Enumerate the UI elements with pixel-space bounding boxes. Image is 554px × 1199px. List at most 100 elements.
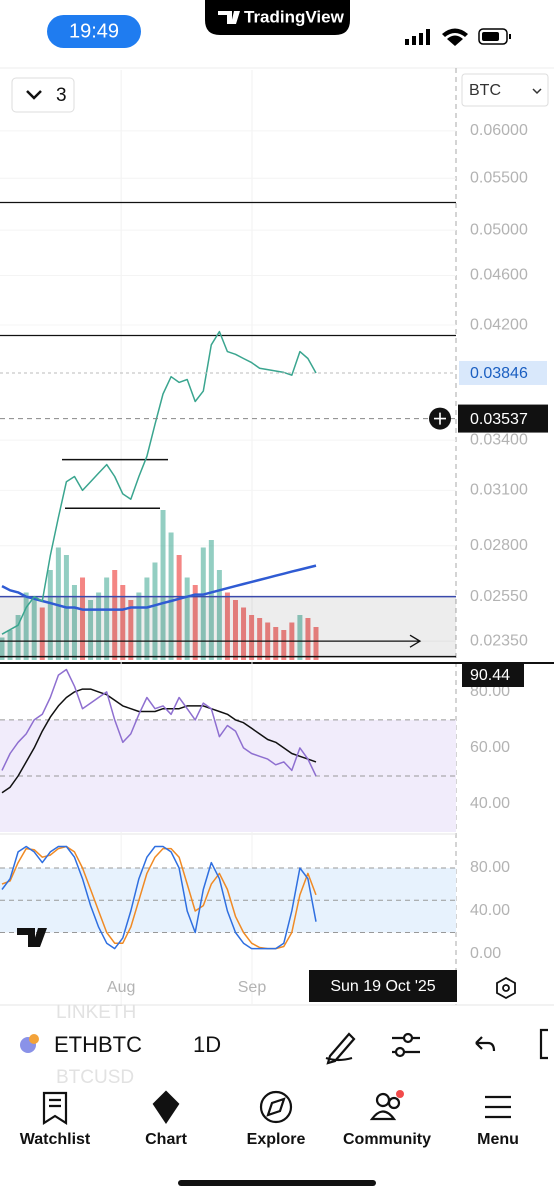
x-tick-label: Aug	[107, 979, 135, 996]
volume-bar	[71, 585, 77, 660]
pane-badge-label: 90.44	[470, 667, 510, 684]
y-tick-label: 0.00	[470, 945, 501, 962]
pane: 80.00 40.00 0.00	[0, 845, 510, 962]
y-tick-label: 0.05500	[470, 169, 528, 186]
volume-bar	[7, 630, 13, 660]
volume-bar	[305, 618, 311, 660]
volume-bar	[0, 637, 5, 660]
app-name: TradingView	[244, 7, 345, 26]
x-tick-label: Sep	[238, 979, 267, 996]
background-symbol: LINKETH	[56, 1002, 136, 1023]
volume-bar	[15, 615, 21, 660]
home-indicator	[178, 1180, 376, 1186]
y-tick-label: 0.06000	[470, 122, 528, 139]
toolbar-icons[interactable]	[325, 1028, 548, 1065]
settings-icon[interactable]	[496, 976, 516, 1000]
background-symbol: BTCUSD	[56, 1067, 134, 1088]
y-tick-label: 80.00	[470, 859, 510, 876]
volume-bar	[241, 607, 247, 660]
interval[interactable]: 1D	[193, 1032, 221, 1057]
status-icons	[405, 28, 511, 46]
currency: BTC	[469, 82, 501, 99]
y-tick-label: 0.04600	[470, 267, 528, 284]
volume-bar	[200, 547, 206, 660]
series-line	[1, 845, 317, 950]
crosshair-price-label: 0.03537	[470, 411, 528, 428]
volume-bar	[216, 570, 222, 660]
volume-bar	[39, 607, 45, 660]
y-tick-label: 80.00	[470, 683, 510, 700]
volume-bar	[224, 592, 230, 660]
volume-bar	[313, 627, 319, 660]
volume-bar	[176, 555, 182, 660]
volume-bar	[281, 630, 287, 660]
plus	[434, 412, 446, 425]
y-tick-label: 0.02350	[470, 632, 528, 649]
y-tick-label: 0.03100	[470, 482, 528, 499]
nav-label[interactable]: Community	[343, 1131, 431, 1148]
chevron	[26, 90, 42, 100]
series-line	[1, 564, 317, 611]
crosshair-date: Sun 19 Oct '25	[330, 978, 435, 995]
volume-bar	[23, 592, 29, 660]
y-tick-label: 0.03400	[470, 431, 528, 448]
volume-bar	[297, 615, 303, 660]
volume-bar	[232, 600, 238, 660]
date-badge	[309, 970, 457, 1002]
volume-bar	[31, 600, 37, 660]
nav-label[interactable]: Explore	[247, 1131, 306, 1148]
chevron	[532, 88, 542, 95]
y-tick-label: 60.00	[470, 739, 510, 756]
tv-logo	[218, 11, 240, 24]
y-tick-label: 40.00	[470, 795, 510, 812]
nav-label[interactable]: Menu	[477, 1131, 519, 1148]
time-pill	[47, 15, 141, 48]
volume-bar	[273, 627, 279, 660]
nav-label[interactable]: Chart	[145, 1131, 187, 1148]
volume-bar	[152, 562, 158, 660]
notch	[205, 0, 350, 35]
arrow-line	[0, 634, 422, 648]
last-price-badge	[459, 360, 547, 385]
pane: 80.00 60.00 40.00 90.44	[0, 663, 524, 832]
y-tick-label: 0.05000	[470, 221, 528, 238]
series-line	[1, 688, 317, 794]
volume-bar	[104, 577, 110, 660]
symbol[interactable]: ETHBTC	[54, 1032, 142, 1057]
volume-bar	[112, 570, 118, 660]
volume-bar	[208, 540, 214, 660]
crosshair-badge	[458, 404, 548, 433]
time: 19:49	[69, 20, 119, 42]
last-price-label: 0.03846	[470, 365, 528, 382]
volume-bar	[192, 585, 198, 660]
volume-bar	[249, 615, 255, 660]
volume-bar	[144, 577, 150, 660]
pane-badge	[462, 663, 524, 687]
volume-bar	[184, 577, 190, 660]
currency-dropdown[interactable]	[461, 73, 549, 107]
volume-bar	[96, 592, 102, 660]
volume-bar	[160, 510, 166, 660]
y-tick-label: 0.02550	[470, 588, 528, 605]
y-tick-label: 0.04200	[470, 316, 528, 333]
volume-bar	[47, 570, 53, 660]
volume-bar	[120, 585, 126, 660]
bottom-nav: Watchlist Chart Explore Community Menu	[20, 1131, 519, 1148]
layout-count: 3	[56, 85, 67, 106]
series-line	[1, 330, 317, 635]
volume-bar	[128, 600, 134, 660]
notification-dot	[396, 1090, 404, 1098]
volume-bar	[80, 577, 86, 660]
nav-icons	[42, 1090, 511, 1126]
nav-label[interactable]: Watchlist	[20, 1131, 91, 1148]
volume-bar	[88, 600, 94, 660]
layout-dropdown[interactable]	[11, 77, 75, 113]
pane: 0.06000 0.05500 0.05000 0.04600 0.04200 0.034…	[0, 122, 548, 660]
y-tick-label: 40.00	[470, 902, 510, 919]
series-line	[1, 668, 317, 777]
y-tick-label: 0.02800	[470, 537, 528, 554]
watermark	[17, 928, 47, 947]
zone	[0, 596, 456, 657]
